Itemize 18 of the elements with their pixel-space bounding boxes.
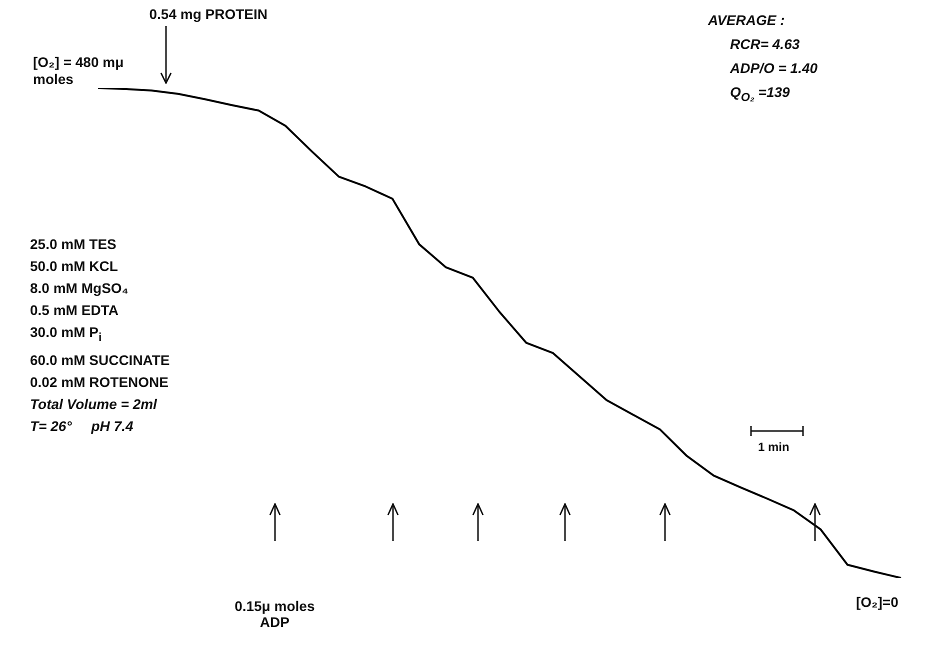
annotation: Total Volume = 2ml [30,394,158,414]
text: [O₂]=0 [856,594,898,610]
text: RCR= 4.63 [730,35,801,54]
text: AVERAGE : [708,11,786,30]
annotation: 0.5 mM EDTA [30,301,120,320]
text: ADP/O = 1.40 [730,59,818,78]
annotation: 1 min [758,440,790,454]
annotation: T= 26° pH 7.4 [30,416,134,436]
annotation: 60.0 mM SUCCINATE [30,350,170,370]
annotation: 0.02 mM ROTENONE [30,372,170,392]
annotation: 25.0 mM TES [30,235,118,254]
annotation: 30.0 mM P$_{i}$ [30,323,103,346]
text: [O₂] = 480 mμ moles [33,54,125,88]
text: 0.15μ moles ADP [234,598,316,630]
annotation: 50.0 mM KCL [30,257,119,276]
annotation: 8.0 mM MgSO₄ [30,279,130,298]
annotation: Q$_{O₂}$ =139 [730,83,791,106]
text: 0.54 mg PROTEIN [149,6,268,22]
